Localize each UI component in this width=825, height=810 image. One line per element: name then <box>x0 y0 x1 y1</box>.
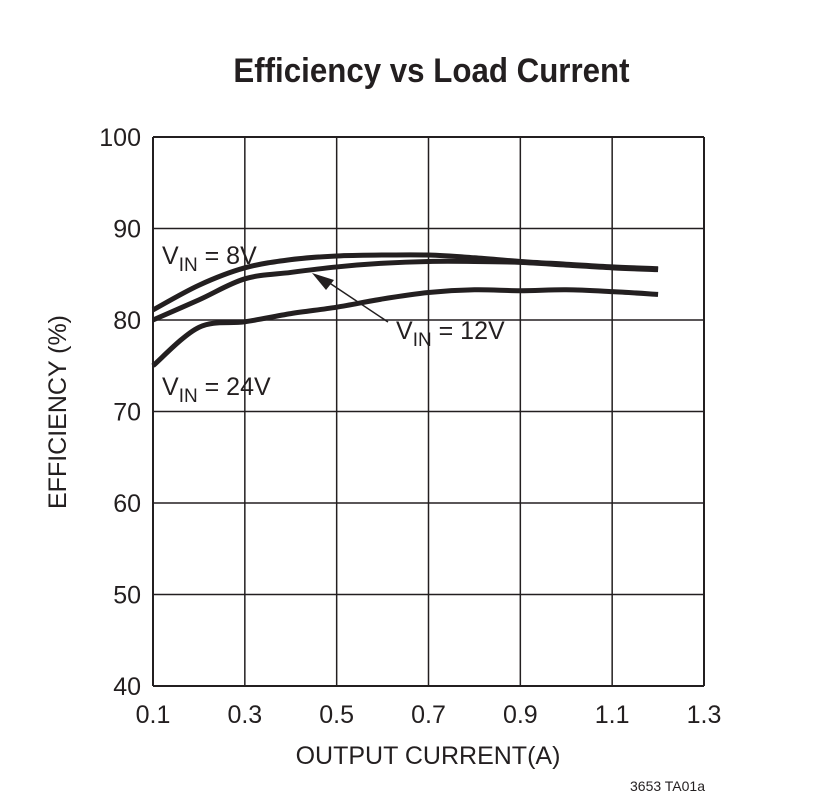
series-line-2 <box>151 287 659 368</box>
x-tick-label: 0.7 <box>411 701 446 729</box>
x-axis-label: OUTPUT CURRENT(A) <box>296 742 561 770</box>
series-line-1 <box>151 258 659 323</box>
series-lines <box>151 252 659 368</box>
x-tick-label: 0.3 <box>227 701 262 729</box>
svg-text:VIN = 24V: VIN = 24V <box>162 373 271 407</box>
y-axis-label: EFFICIENCY (%) <box>44 315 72 509</box>
series-label-8v: VIN = 8V <box>162 242 257 276</box>
x-tick-label: 0.9 <box>503 701 538 729</box>
tick-labels: 0.1 0.3 0.5 0.7 0.9 1.1 1.3 40 50 60 70 80 90 100 <box>99 124 721 729</box>
x-tick-label: 1.1 <box>595 701 630 729</box>
y-tick-label: 80 <box>113 307 141 335</box>
svg-text:VIN = 12V: VIN = 12V <box>396 317 505 351</box>
y-tick-label: 90 <box>113 216 141 244</box>
y-tick-label: 40 <box>113 673 141 701</box>
y-tick-label: 60 <box>113 490 141 518</box>
y-tick-label: 70 <box>113 399 141 427</box>
x-tick-label: 0.5 <box>319 701 354 729</box>
footnote: 3653 TA01a <box>630 778 705 794</box>
x-tick-label: 1.3 <box>687 701 722 729</box>
x-tick-label: 0.1 <box>136 701 171 729</box>
grid <box>152 136 705 687</box>
series-label-24v: VIN = 24V <box>162 373 271 407</box>
series-label-12v: VIN = 12V <box>396 317 505 351</box>
y-tick-label: 100 <box>99 124 141 152</box>
chart-title: Efficiency vs Load Current <box>233 51 629 90</box>
annotation-arrow <box>312 273 389 323</box>
y-tick-label: 50 <box>113 582 141 610</box>
svg-text:VIN = 8V: VIN = 8V <box>162 242 257 276</box>
